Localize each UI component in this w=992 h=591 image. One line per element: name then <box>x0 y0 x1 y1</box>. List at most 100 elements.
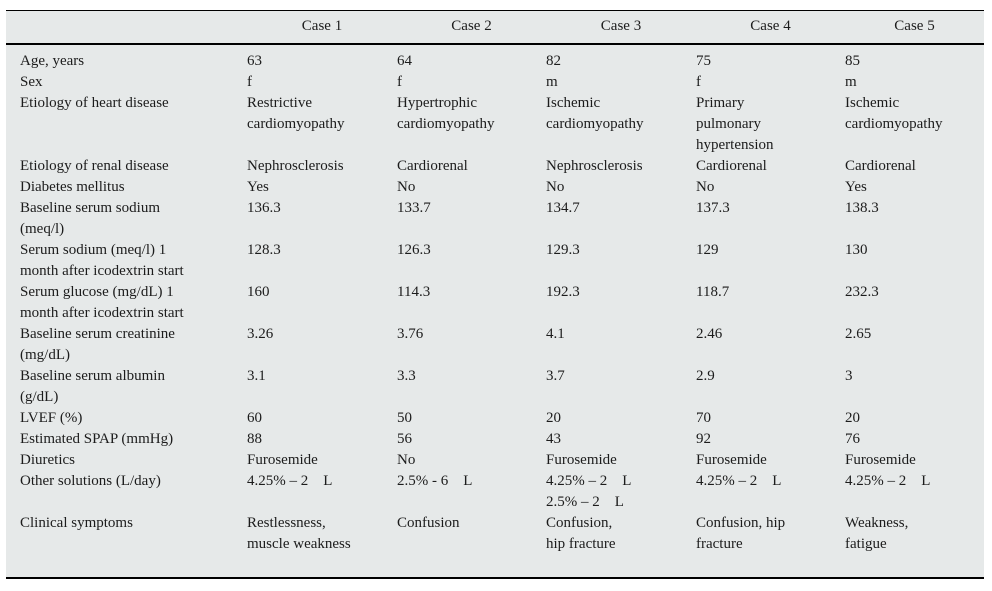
cell-value: f <box>696 74 701 90</box>
cases-table: Case 1 Case 2 Case 3 Case 4 Case 5 Age, year… <box>6 11 984 555</box>
cell-value: 4.25% – 2 L <box>845 473 931 489</box>
cell-value: 2.46 <box>696 326 723 342</box>
cell-value: 92 <box>696 431 711 447</box>
row-label: Sex <box>20 74 43 90</box>
row-label: Serum sodium (meq/l) 1 month after icode… <box>20 242 184 279</box>
cell-value: Confusion <box>397 515 460 531</box>
cell-value: 60 <box>247 410 262 426</box>
table-row: Etiology of renal disease Nephrosclerosis… <box>6 156 984 177</box>
row-label: Etiology of renal disease <box>20 158 169 174</box>
corner-header <box>6 11 247 45</box>
table-row: Sex f f m f m <box>6 72 984 93</box>
table-row: Other solutions (L/day) 4.25% – 2 L 2.5% -… <box>6 471 984 513</box>
cell-value: 114.3 <box>397 284 431 300</box>
cell-value: No <box>397 452 416 468</box>
cell-value: 2.9 <box>696 368 715 384</box>
cell-value: Ischemic cardiomyopathy <box>845 95 943 132</box>
cell-value: Restrictive cardiomyopathy <box>247 95 345 132</box>
cell-value: 3.3 <box>397 368 416 384</box>
cell-value: Confusion, hip fracture <box>546 515 616 552</box>
row-label: Serum glucose (mg/dL) 1 month after icod… <box>20 284 184 321</box>
table-row: Serum sodium (meq/l) 1 month after icode… <box>6 240 984 282</box>
column-header: Case 2 <box>397 11 546 45</box>
table-row: Estimated SPAP (mmHg) 88 56 43 92 76 <box>6 429 984 450</box>
table-row: Baseline serum sodium (meq/l) 136.3 133.7 1… <box>6 198 984 240</box>
row-label: Baseline serum albumin (g/dL) <box>20 368 165 405</box>
cell-value: 3 <box>845 368 853 384</box>
cell-value: 4.25% – 2 L 2.5% – 2 L <box>546 473 632 510</box>
cell-value: Yes <box>845 179 867 195</box>
cell-value: Furosemide <box>546 452 617 468</box>
row-label: Diuretics <box>20 452 75 468</box>
cell-value: No <box>696 179 715 195</box>
cell-value: f <box>247 74 252 90</box>
cell-value: 129.3 <box>546 242 580 258</box>
cell-value: Furosemide <box>845 452 916 468</box>
cell-value: m <box>546 74 558 90</box>
row-label: Clinical symptoms <box>20 515 133 531</box>
cell-value: Cardiorenal <box>845 158 916 174</box>
cell-value: Hypertrophic cardiomyopathy <box>397 95 495 132</box>
table-row: Baseline serum albumin (g/dL) 3.1 3.3 3.7 2.… <box>6 366 984 408</box>
table-header: Case 1 Case 2 Case 3 Case 4 Case 5 <box>6 11 984 45</box>
cell-value: Yes <box>247 179 269 195</box>
cell-value: Furosemide <box>696 452 767 468</box>
row-label: Other solutions (L/day) <box>20 473 161 489</box>
cell-value: Cardiorenal <box>397 158 468 174</box>
table-body: Age, years 63 64 82 75 85 Sex f f m f m Etiology of … <box>6 44 984 555</box>
cell-value: 76 <box>845 431 860 447</box>
cell-value: 160 <box>247 284 270 300</box>
table-row: Age, years 63 64 82 75 85 <box>6 44 984 72</box>
cell-value: 130 <box>845 242 868 258</box>
table-row: Baseline serum creatinine (mg/dL) 3.26 3.7… <box>6 324 984 366</box>
table-row: Clinical symptoms Restlessness, muscle we… <box>6 513 984 555</box>
cell-value: 88 <box>247 431 262 447</box>
column-header: Case 4 <box>696 11 845 45</box>
column-header: Case 5 <box>845 11 984 45</box>
cell-value: 3.26 <box>247 326 274 342</box>
cell-value: Primary pulmonary hypertension <box>696 95 774 153</box>
row-label: Baseline serum creatinine (mg/dL) <box>20 326 175 363</box>
row-label: Age, years <box>20 53 85 69</box>
row-label: Baseline serum sodium (meq/l) <box>20 200 160 237</box>
cell-value: 64 <box>397 53 412 69</box>
cell-value: 4.1 <box>546 326 565 342</box>
cases-table-panel: Case 1 Case 2 Case 3 Case 4 Case 5 Age, year… <box>6 10 984 579</box>
cell-value: 133.7 <box>397 200 431 216</box>
cell-value: 82 <box>546 53 561 69</box>
cell-value: 43 <box>546 431 561 447</box>
cell-value: 56 <box>397 431 412 447</box>
cell-value: 136.3 <box>247 200 281 216</box>
table-row: Diabetes mellitus Yes No No No Yes <box>6 177 984 198</box>
row-label: Etiology of heart disease <box>20 95 169 111</box>
cell-value: 3.76 <box>397 326 424 342</box>
cell-value: 232.3 <box>845 284 879 300</box>
cell-value: 70 <box>696 410 711 426</box>
cell-value: 4.25% – 2 L <box>247 473 333 489</box>
row-label: Estimated SPAP (mmHg) <box>20 431 174 447</box>
cell-value: 3.7 <box>546 368 565 384</box>
cell-value: 2.5% - 6 L <box>397 473 473 489</box>
cell-value: Furosemide <box>247 452 318 468</box>
table-row: Etiology of heart disease Restrictive car… <box>6 93 984 156</box>
cell-value: 134.7 <box>546 200 580 216</box>
cell-value: Nephrosclerosis <box>546 158 643 174</box>
cell-value: 2.65 <box>845 326 872 342</box>
cell-value: Ischemic cardiomyopathy <box>546 95 644 132</box>
row-label: Diabetes mellitus <box>20 179 125 195</box>
column-header: Case 3 <box>546 11 696 45</box>
cell-value: 20 <box>845 410 860 426</box>
cell-value: 50 <box>397 410 412 426</box>
cell-value: 75 <box>696 53 711 69</box>
cell-value: No <box>397 179 416 195</box>
header-row: Case 1 Case 2 Case 3 Case 4 Case 5 <box>6 11 984 45</box>
table-row: LVEF (%) 60 50 20 70 20 <box>6 408 984 429</box>
cell-value: 63 <box>247 53 262 69</box>
cell-value: 118.7 <box>696 284 730 300</box>
table-row: Diuretics Furosemide No Furosemide Furosemid… <box>6 450 984 471</box>
cell-value: 85 <box>845 53 860 69</box>
cell-value: No <box>546 179 565 195</box>
cell-value: 3.1 <box>247 368 266 384</box>
cell-value: 137.3 <box>696 200 730 216</box>
